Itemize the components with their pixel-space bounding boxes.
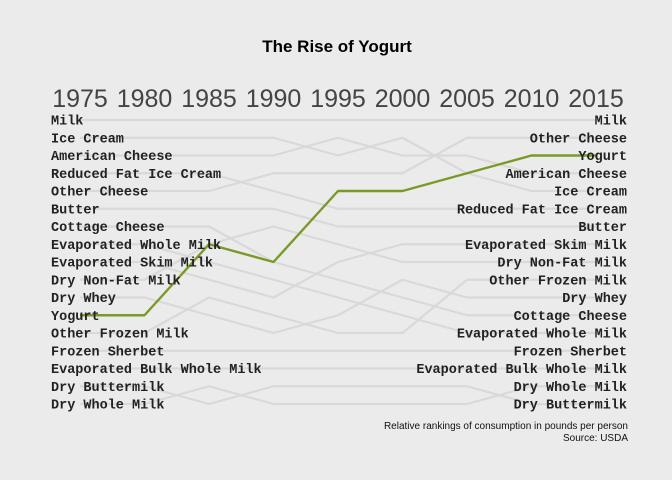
x-tick-label-2000: 2000 <box>375 85 431 113</box>
series-line-other-frozen-milk <box>80 278 596 335</box>
x-tick-label-1980: 1980 <box>117 85 173 113</box>
left-label-american-cheese: American Cheese <box>51 150 173 165</box>
series-line-reduced-fat-ice-cream <box>80 172 596 210</box>
right-label-cottage-cheese: Cottage Cheese <box>514 310 627 325</box>
series-line-yogurt <box>80 154 596 317</box>
series-line-other-cheese <box>80 136 596 193</box>
right-label-evaporated-skim-milk: Evaporated Skim Milk <box>465 239 627 254</box>
caption-line-2: Source: USDA <box>563 433 628 444</box>
right-label-dry-buttermilk: Dry Buttermilk <box>514 399 627 414</box>
left-label-dry-buttermilk: Dry Buttermilk <box>51 381 164 396</box>
x-tick-label-2015: 2015 <box>568 85 624 113</box>
right-rank-labels: Milk Other Cheese Yogurt American Cheese Ice… <box>416 115 627 414</box>
left-label-ice-cream: Ice Cream <box>51 132 124 147</box>
right-label-dry-whole-milk: Dry Whole Milk <box>514 381 627 396</box>
left-rank-labels: Milk Ice Cream American Cheese Reduced Fat … <box>51 115 262 414</box>
caption-line-1: Relative rankings of consumption in poun… <box>384 421 628 432</box>
right-label-dry-whey: Dry Whey <box>562 292 627 307</box>
left-label-evaporated-skim-milk: Evaporated Skim Milk <box>51 257 213 272</box>
right-label-butter: Butter <box>578 221 627 236</box>
x-tick-label-1985: 1985 <box>181 85 237 113</box>
x-tick-label-1975: 1975 <box>52 85 108 113</box>
x-tick-label-1990: 1990 <box>246 85 302 113</box>
right-label-evaporated-bulk-whole-milk: Evaporated Bulk Whole Milk <box>416 363 627 378</box>
x-tick-labels: 1975 1980 1985 1990 1995 2000 2005 2010 2015 <box>52 85 624 113</box>
right-label-ice-cream: Ice Cream <box>554 186 627 201</box>
series-line-butter <box>80 207 596 228</box>
left-label-evaporated-whole-milk: Evaporated Whole Milk <box>51 239 221 254</box>
left-label-milk: Milk <box>51 115 83 130</box>
x-tick-label-1995: 1995 <box>310 85 366 113</box>
right-label-frozen-sherbet: Frozen Sherbet <box>514 345 627 360</box>
x-tick-label-2010: 2010 <box>504 85 560 113</box>
right-label-yogurt: Yogurt <box>578 150 627 165</box>
right-label-reduced-fat-ice-cream: Reduced Fat Ice Cream <box>457 203 627 218</box>
series-line-american-cheese <box>80 136 596 175</box>
left-label-dry-whey: Dry Whey <box>51 292 116 307</box>
right-label-milk: Milk <box>595 115 627 130</box>
series-line-dry-whole-milk <box>80 385 596 406</box>
right-label-evaporated-whole-milk: Evaporated Whole Milk <box>457 328 627 343</box>
left-label-reduced-fat-ice-cream: Reduced Fat Ice Cream <box>51 168 221 183</box>
left-label-other-cheese: Other Cheese <box>51 186 148 201</box>
highlight-series <box>80 154 596 317</box>
left-label-butter: Butter <box>51 203 100 218</box>
left-label-other-frozen-milk: Other Frozen Milk <box>51 328 189 343</box>
series-lines <box>80 118 596 406</box>
left-label-cottage-cheese: Cottage Cheese <box>51 221 164 236</box>
series-line-evaporated-whole-milk <box>80 243 596 335</box>
right-label-other-frozen-milk: Other Frozen Milk <box>489 274 627 289</box>
series-line-dry-buttermilk <box>80 385 596 406</box>
left-label-dry-whole-milk: Dry Whole Milk <box>51 399 164 414</box>
series-line-cottage-cheese <box>80 225 596 317</box>
series-line-dry-non-fat-milk <box>80 225 596 281</box>
left-label-frozen-sherbet: Frozen Sherbet <box>51 345 164 360</box>
right-label-dry-non-fat-milk: Dry Non-Fat Milk <box>497 257 627 272</box>
x-tick-label-2005: 2005 <box>439 85 495 113</box>
series-line-dry-whey <box>80 278 596 335</box>
left-label-dry-non-fat-milk: Dry Non-Fat Milk <box>51 274 181 289</box>
left-label-yogurt: Yogurt <box>51 310 100 325</box>
chart-title: The Rise of Yogurt <box>262 37 412 56</box>
series-line-ice-cream <box>80 136 596 193</box>
left-label-evaporated-bulk-whole-milk: Evaporated Bulk Whole Milk <box>51 363 262 378</box>
right-label-american-cheese: American Cheese <box>505 168 627 183</box>
right-label-other-cheese: Other Cheese <box>530 132 627 147</box>
